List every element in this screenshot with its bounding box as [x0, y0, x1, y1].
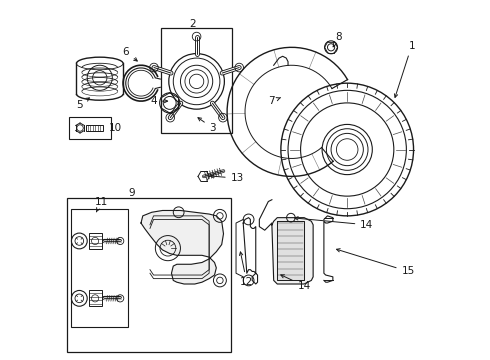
Text: 14: 14: [295, 217, 373, 230]
Text: 4: 4: [150, 96, 168, 106]
Bar: [69, 117, 111, 139]
Bar: [68, 198, 231, 352]
Text: 2: 2: [190, 19, 196, 29]
Text: 6: 6: [122, 47, 137, 61]
Text: 10: 10: [109, 123, 122, 133]
Bar: [71, 209, 128, 327]
Text: 3: 3: [198, 118, 216, 133]
Text: 14: 14: [281, 275, 311, 291]
Text: 12: 12: [240, 252, 253, 287]
Text: 5: 5: [76, 98, 89, 110]
Text: 11: 11: [95, 197, 108, 212]
Text: 15: 15: [337, 249, 415, 276]
Bar: [89, 233, 101, 249]
Text: 13: 13: [211, 173, 244, 183]
Polygon shape: [141, 211, 223, 284]
Polygon shape: [277, 221, 304, 280]
Polygon shape: [272, 218, 313, 284]
Bar: [87, 126, 102, 131]
Text: 8: 8: [333, 32, 342, 47]
Bar: [89, 291, 101, 306]
Text: 9: 9: [129, 188, 135, 198]
Text: 7: 7: [269, 96, 281, 106]
Text: 1: 1: [394, 41, 415, 98]
Bar: [161, 28, 232, 134]
